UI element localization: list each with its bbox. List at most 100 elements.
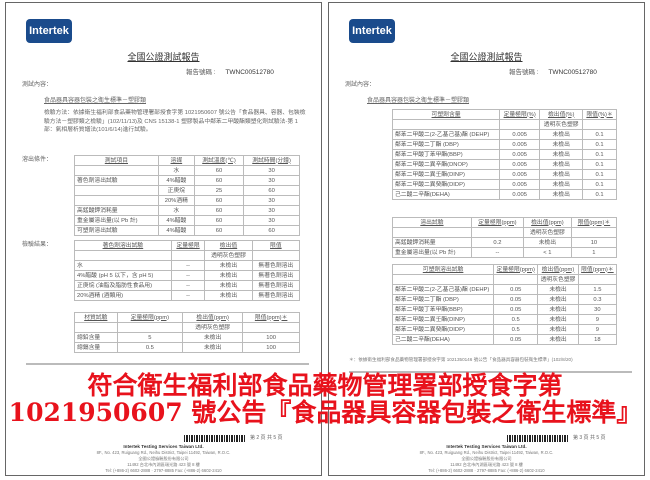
table-row: 透明灰色塑膠 bbox=[74, 322, 300, 333]
table-cell: 高錳酸鉀消耗量 bbox=[392, 237, 472, 248]
table-cell: 0.005 bbox=[499, 189, 541, 200]
table-cell: 定量極限 bbox=[170, 240, 206, 251]
table-cell: 未檢出 bbox=[204, 290, 253, 301]
table-cell: 0.005 bbox=[499, 149, 541, 160]
table-cell: 未檢出 bbox=[537, 284, 579, 295]
table-cell: 0.05 bbox=[493, 334, 539, 345]
table-cell: 4%醋酸 bbox=[157, 225, 195, 236]
table-cell: 未檢出 bbox=[537, 334, 579, 345]
table-cell: 溶出試驗 bbox=[392, 217, 472, 228]
table-cell bbox=[251, 250, 301, 261]
table-cell: 0.1 bbox=[582, 129, 617, 140]
table-cell: 檢出值(ppm) bbox=[182, 312, 244, 323]
barcode bbox=[184, 435, 246, 442]
table-cell: 透明灰色塑膠 bbox=[539, 119, 584, 130]
table-cell: 未檢出 bbox=[204, 270, 253, 281]
table-cell: -- bbox=[170, 280, 206, 291]
subtitle: 食品器具容器包裝之衛生標準－塑膠類 bbox=[44, 98, 147, 104]
red-stamp-line-1: 符合衛生福利部食品藥物管理署部授食字第 bbox=[87, 371, 563, 400]
barcode bbox=[507, 435, 569, 442]
footnote: ＊：依據衛生福利部食品藥物管理署部授食字第 1021350146 號公告「食品器… bbox=[349, 357, 573, 362]
table-cell: 60 bbox=[193, 205, 245, 216]
table-cell: 未檢出 bbox=[539, 129, 584, 140]
table-row: 可塑劑溶出試驗 4%醋酸 60 60 bbox=[74, 225, 300, 236]
table-row: 透明灰色塑膠 bbox=[391, 119, 617, 130]
table-cell: 未檢出 bbox=[182, 332, 244, 343]
table-cell: 10 bbox=[570, 237, 618, 248]
table-row: 正庚烷 25 60 bbox=[74, 185, 300, 196]
table-cell: 限值(ppm)＊ bbox=[570, 217, 618, 228]
table-cell: 鄰苯二甲酸丁苯甲酯(BBP) bbox=[391, 149, 501, 160]
table-cell: 未檢出 bbox=[539, 149, 584, 160]
table-cell bbox=[470, 227, 524, 238]
table-row: 鄰苯二甲酸二異癸酯(DIDP) 0.005 未檢出 0.1 bbox=[391, 179, 617, 190]
material-table: 材質試驗 定量極限(ppm) 檢出值(ppm) 限值(ppm)＊ 透明灰色塑膠 總鉛含量 5… bbox=[74, 312, 300, 353]
table-cell bbox=[493, 274, 539, 285]
table-cell: 未檢出 bbox=[539, 179, 584, 190]
table-row: 鄰苯二甲酸二異壬酯(DINP) 0.5 未檢出 9 bbox=[391, 314, 618, 325]
table-cell: 定量極限(%) bbox=[499, 109, 541, 120]
table-row: 20%酒精 (酒類用) -- 未檢出 無著色劑溶出 bbox=[74, 290, 301, 301]
footer-address-zh: 11492 台北市內湖區瑞光路 423 號 8 樓 bbox=[127, 462, 200, 467]
results-label: 檢驗結果： bbox=[22, 242, 53, 248]
table-row: 著色劑溶出試驗 4%醋酸 60 30 bbox=[74, 175, 300, 186]
table-cell: 未檢出 bbox=[204, 280, 253, 291]
table-cell bbox=[74, 322, 118, 333]
table-cell: 未檢出 bbox=[182, 342, 244, 353]
report-number: 報告號碼 : TWNC00512780 bbox=[186, 69, 274, 76]
table-cell: 材質試驗 bbox=[74, 312, 118, 323]
table-row: 己二酸二辛酯(DEHA) 0.005 未檢出 0.1 bbox=[391, 189, 617, 200]
table-cell: 測試時間(分鐘) bbox=[243, 155, 300, 166]
page-number: 第 3 頁 共 5 頁 bbox=[573, 435, 606, 441]
table-cell bbox=[499, 119, 541, 130]
table-cell: 己二酸二辛酯(DEHA) bbox=[391, 189, 501, 200]
table-cell: 0.005 bbox=[499, 139, 541, 150]
table-row: 透明灰色塑膠 bbox=[392, 227, 618, 238]
page-title: 全國公證測試報告 bbox=[127, 52, 200, 62]
table-cell bbox=[582, 119, 617, 130]
table-cell: 9 bbox=[577, 324, 618, 335]
table-cell bbox=[74, 185, 159, 196]
table-cell: 0.005 bbox=[499, 129, 541, 140]
table-row: 鄰苯二甲酸二(2-乙基己基)酯 (DEHP) 0.05 未檢出 1.5 bbox=[391, 284, 618, 295]
report-number-value: TWNC00512780 bbox=[548, 69, 597, 76]
table-cell: 60 bbox=[193, 175, 245, 186]
table-row: 重金屬溶出量(以 Pb 計) 4%醋酸 60 30 bbox=[74, 215, 300, 226]
subtitle: 食品器具容器包裝之衛生標準－塑膠類 bbox=[367, 98, 470, 104]
table-cell bbox=[116, 322, 184, 333]
page-number: 第 2 頁 共 5 頁 bbox=[250, 435, 283, 441]
table-cell: 鄰苯二甲酸二異壬酯(DINP) bbox=[391, 169, 501, 180]
table-cell: 0.2 bbox=[470, 237, 524, 248]
table-cell: 重金屬溶出量(以 Pb 計) bbox=[74, 215, 159, 226]
table-cell: 18 bbox=[577, 334, 618, 345]
table-row: 正庚烷 (油脂及脂肪性食品用) -- 未檢出 無著色劑溶出 bbox=[74, 280, 301, 291]
table-cell: 100 bbox=[242, 332, 300, 343]
table-cell bbox=[577, 274, 618, 285]
table-cell: 9 bbox=[577, 314, 618, 325]
content-label: 測試內容： bbox=[345, 82, 376, 88]
footer-address: 8F., No. 423, Ruiguang Rd., Neihu Distri… bbox=[96, 450, 231, 455]
table-cell: 鄰苯二甲酸二(2-乙基己基)酯 (DEHP) bbox=[391, 129, 501, 140]
table-cell bbox=[570, 227, 618, 238]
table-cell: 水 bbox=[157, 165, 195, 176]
table-cell: 30 bbox=[577, 304, 618, 315]
table-cell: 高錳酸鉀消耗量 bbox=[74, 205, 159, 216]
table-cell: 限值(ppm)＊ bbox=[577, 264, 618, 275]
table-cell: 100 bbox=[242, 342, 300, 353]
table-cell: 0.5 bbox=[116, 342, 184, 353]
table-cell: 定量極限(ppm) bbox=[493, 264, 539, 275]
table-cell: 鄰苯二甲酸二丁酯 (DBP) bbox=[391, 139, 501, 150]
table-cell: 0.5 bbox=[493, 324, 539, 335]
footer-tel: Tel: (+886-2) 6602-2888 · 2797-8885 Fax:… bbox=[105, 468, 222, 473]
plasticizer-migration-table: 可塑劑溶出試驗 定量極限(ppm) 檢出值(ppm) 限值(ppm)＊ 透明灰色塑膠 鄰苯… bbox=[391, 264, 618, 345]
table-cell: -- bbox=[470, 247, 524, 258]
table-header: 可塑劑溶出試驗 定量極限(ppm) 檢出值(ppm) 限值(ppm)＊ bbox=[391, 264, 618, 275]
footer-company-zh: 全國公證檢驗股份有限公司 bbox=[461, 456, 512, 461]
table-cell: 限值 bbox=[251, 240, 301, 251]
table-cell: 定量極限(ppm) bbox=[470, 217, 524, 228]
table-cell bbox=[391, 274, 495, 285]
table-row: 總鎘含量 0.5 未檢出 100 bbox=[74, 342, 300, 353]
table-cell: 可塑劑溶出試驗 bbox=[391, 264, 495, 275]
table-cell: 30 bbox=[243, 205, 300, 216]
